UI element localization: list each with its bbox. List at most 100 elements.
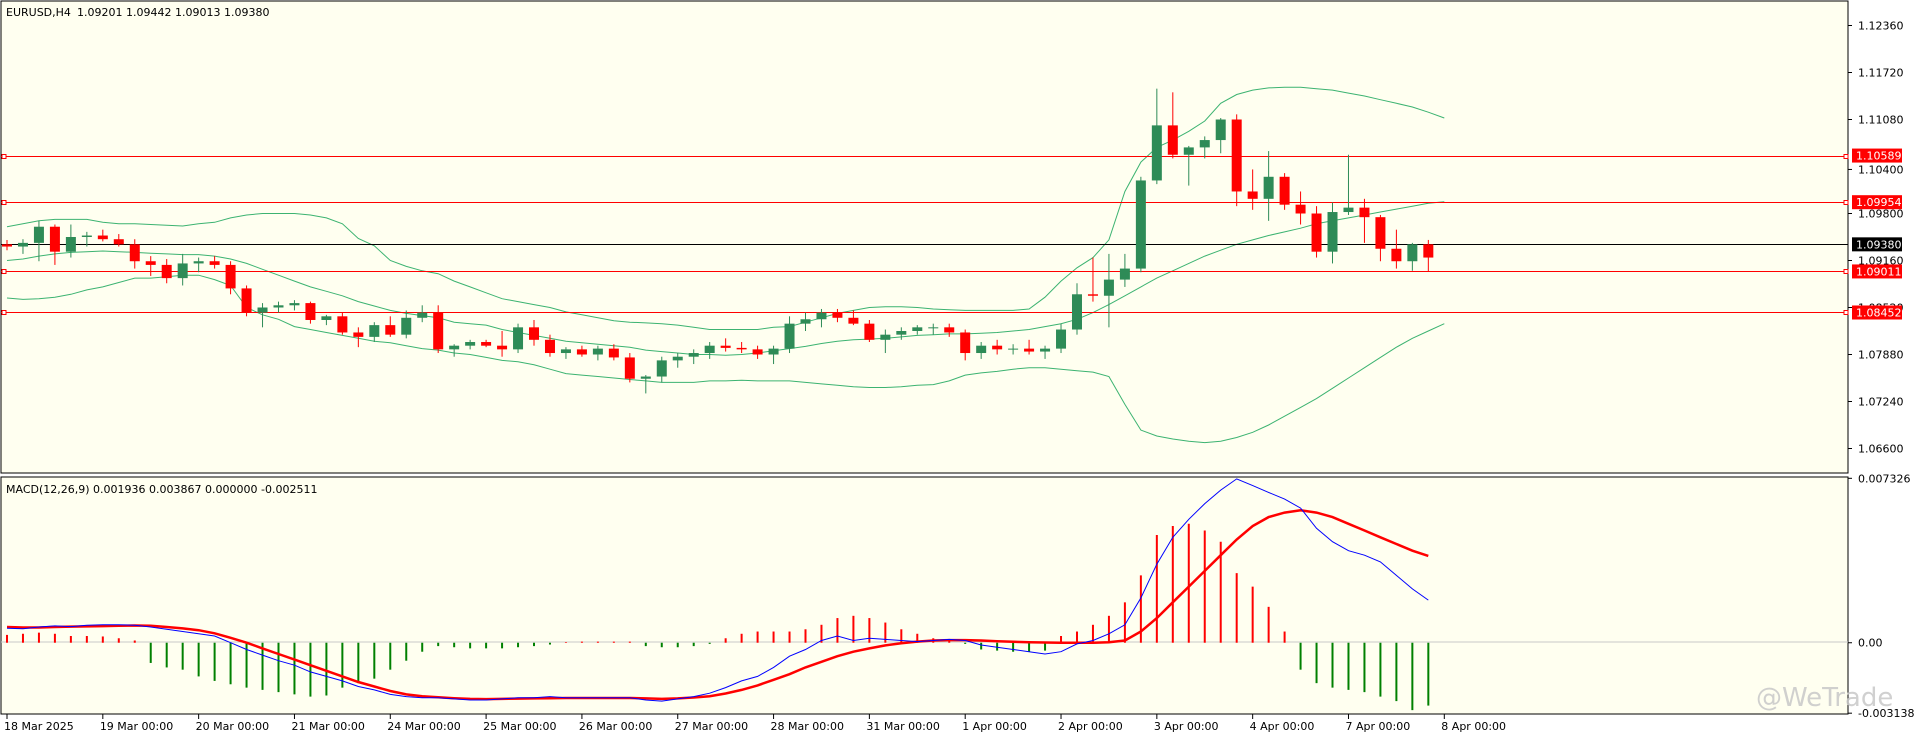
bull-candle (465, 342, 476, 346)
macd-tick-label: 0.007326 (1858, 472, 1911, 485)
bear-candle (1423, 244, 1434, 258)
bull-candle (1008, 348, 1019, 350)
bull-candle (1040, 348, 1051, 352)
bull-candle (33, 226, 44, 243)
bear-candle (960, 332, 971, 354)
price-level-label: 1.10589 (1856, 150, 1902, 163)
time-tick-label: 3 Apr 00:00 (1154, 720, 1219, 733)
price-level-badge (1852, 195, 1902, 210)
bull-candle (257, 307, 268, 313)
bull-candle (321, 316, 332, 320)
time-tick-label: 24 Mar 00:00 (387, 720, 460, 733)
watermark-text: @WeTrade (1756, 683, 1893, 713)
bull-candle (1119, 268, 1130, 280)
bear-candle (385, 325, 396, 335)
bull-candle (768, 348, 779, 355)
level-handle[interactable] (1, 154, 7, 159)
bull-candle (1135, 180, 1146, 269)
bull-candle (1215, 119, 1226, 141)
bear-candle (305, 303, 316, 320)
bear-candle (353, 332, 364, 337)
bear-candle (1375, 217, 1386, 249)
price-level-label: 1.09380 (1856, 238, 1902, 251)
bear-candle (624, 357, 635, 379)
level-handle[interactable] (1, 310, 7, 315)
bear-candle (736, 347, 747, 350)
bull-candle (1103, 279, 1114, 296)
bull-candle (928, 327, 939, 329)
level-handle[interactable] (1843, 310, 1849, 315)
bull-candle (81, 235, 92, 237)
macd-signal-line (6, 509, 1429, 701)
bull-candle (976, 345, 987, 354)
bear-candle (49, 226, 60, 252)
bull-candle (880, 334, 891, 340)
macd-indicator (6, 478, 1430, 711)
time-tick-label: 25 Mar 00:00 (483, 720, 556, 733)
bear-candle (97, 235, 108, 240)
bull-candle (704, 345, 715, 354)
bear-candle (544, 339, 555, 354)
bear-candle (1359, 207, 1370, 218)
price-tick-label: 1.11080 (1858, 114, 1904, 127)
symbol-label: EURUSD,H4 (6, 6, 71, 19)
price-level-label: 1.09954 (1856, 196, 1902, 209)
bear-candle (1295, 204, 1306, 214)
bear-candle (992, 345, 1003, 350)
bull-candle (273, 305, 284, 308)
bear-candle (481, 342, 492, 346)
bear-candle (1024, 348, 1035, 352)
price-tick-label: 1.12360 (1858, 20, 1904, 33)
bear-candle (1247, 191, 1258, 199)
bull-candle (177, 263, 188, 279)
time-tick-label: 31 Mar 00:00 (866, 720, 939, 733)
bull-candle (592, 348, 603, 355)
bull-candle (784, 323, 795, 349)
level-handle[interactable] (1, 200, 7, 205)
bull-candle (1151, 125, 1162, 181)
time-tick-label: 1 Apr 00:00 (962, 720, 1027, 733)
price-tick-label: 1.09800 (1858, 208, 1904, 221)
time-tick-label: 26 Mar 00:00 (579, 720, 652, 733)
time-tick-label: 20 Mar 00:00 (196, 720, 269, 733)
bull-candle (1407, 244, 1418, 262)
bear-candle (1311, 213, 1322, 252)
price-tick-label: 1.07240 (1858, 396, 1904, 409)
bull-candle (912, 327, 923, 331)
bull-candle (800, 319, 811, 324)
candlestick-series (2, 88, 1434, 394)
time-tick-label: 4 Apr 00:00 (1250, 720, 1315, 733)
bear-candle (113, 239, 124, 245)
price-panel (0, 0, 1849, 474)
bear-candle (848, 317, 859, 324)
price-level-label: 1.09011 (1856, 265, 1902, 278)
level-handle[interactable] (1843, 269, 1849, 274)
bear-candle (1231, 119, 1242, 192)
macd-label: MACD(12,26,9) 0.001936 0.003867 0.000000… (6, 483, 317, 496)
bull-candle (1263, 176, 1274, 199)
bear-candle (864, 323, 875, 340)
bear-candle (497, 345, 508, 350)
price-axis: 1.12360 1.11720 1.11080 1.10400 1.09800 1.091… (1848, 20, 1904, 456)
level-handle[interactable] (1, 269, 7, 274)
price-level-badge (1852, 305, 1902, 320)
price-tick-label: 1.10400 (1858, 163, 1904, 176)
level-handle[interactable] (1843, 154, 1849, 159)
bull-candle (1327, 212, 1338, 252)
bull-candle (1343, 207, 1354, 213)
bull-candle (1056, 329, 1067, 349)
bear-candle (209, 261, 220, 265)
macd-tick-label: 0.00 (1858, 637, 1883, 650)
time-tick-label: 7 Apr 00:00 (1345, 720, 1410, 733)
bear-candle (337, 316, 348, 333)
bear-candle (1087, 294, 1098, 296)
bear-candle (832, 312, 843, 318)
macd-tick-label: -0.003138 (1858, 707, 1914, 720)
bear-candle (161, 264, 172, 279)
level-handle[interactable] (1843, 200, 1849, 205)
bull-candle (1199, 140, 1210, 148)
bull-candle (17, 242, 28, 247)
bull-candle (449, 345, 460, 350)
